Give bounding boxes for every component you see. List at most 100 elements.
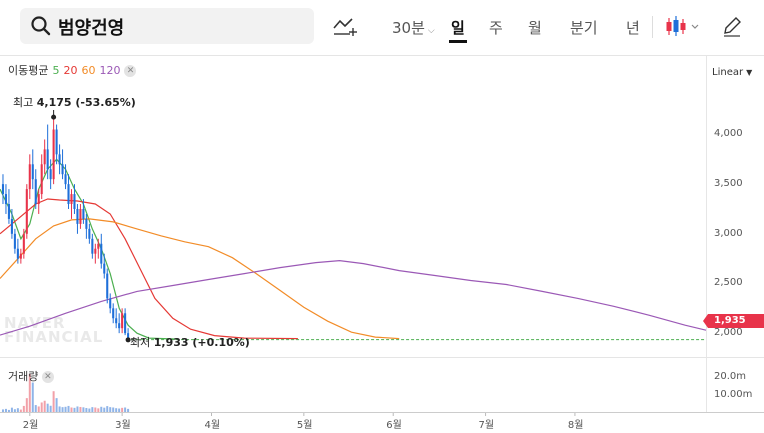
volume-bar	[13, 409, 16, 412]
price-axis-line	[706, 56, 707, 413]
candle-body	[115, 318, 118, 324]
time-tick-label: 6월	[386, 420, 402, 431]
tab-period-week[interactable]: 주	[489, 19, 503, 37]
candle-body	[127, 333, 130, 339]
volume-bar	[19, 409, 22, 412]
candle-body	[91, 238, 94, 254]
pencil-icon[interactable]	[722, 14, 742, 38]
price-tick-label: 3,500	[714, 178, 743, 190]
current-price-tag: 1,935	[703, 314, 764, 328]
high-marker-dot	[51, 114, 57, 120]
interval-select[interactable]: 30분 ⌵	[392, 17, 435, 38]
volume-bar	[46, 403, 49, 412]
candle-body	[61, 164, 64, 175]
stock-search-box[interactable]: 범양건영	[20, 8, 314, 44]
candle-body	[4, 194, 8, 205]
ma-120-label: 120	[99, 64, 121, 77]
panel-divider[interactable]	[0, 357, 764, 358]
volume-bar	[103, 407, 106, 412]
volume-bar	[112, 407, 115, 412]
volume-bar	[16, 408, 19, 412]
candle-body	[28, 164, 31, 190]
volume-bar	[40, 402, 43, 412]
chevron-down-icon: ⌵	[427, 26, 435, 36]
ma-120-line	[0, 259, 707, 336]
volume-tick-label: 10.00m	[714, 388, 753, 400]
candle-body	[73, 194, 76, 209]
candle-body	[49, 169, 52, 180]
volume-bar	[1, 409, 4, 412]
candle-body	[94, 248, 97, 254]
candle-body	[88, 228, 91, 239]
indicator-add-icon[interactable]	[332, 14, 358, 38]
volume-bar	[49, 405, 52, 412]
candle-body	[70, 194, 73, 205]
low-value: 1,933 (+0.10%)	[153, 336, 250, 349]
scale-mode-label: Linear	[712, 67, 744, 78]
volume-bar	[25, 398, 28, 412]
volume-bar	[88, 408, 91, 412]
candle-body	[79, 208, 82, 224]
candle-body	[7, 204, 10, 219]
candle-body	[52, 129, 55, 180]
tab-period-day[interactable]: 일	[449, 19, 467, 43]
tab-period-quarter[interactable]: 분기	[570, 19, 598, 37]
top-bar: 범양건영 30분 ⌵ 일 주 월 분기 년	[0, 0, 764, 56]
candle-body	[43, 149, 46, 165]
volume-bar	[73, 407, 76, 412]
ma-5-label: 5	[52, 64, 60, 77]
candle-body	[19, 253, 22, 259]
candle-body	[97, 243, 100, 249]
candle-body	[82, 208, 85, 219]
ma-5-line	[0, 158, 179, 340]
volume-bar	[64, 406, 67, 412]
time-tick-label: 4월	[204, 420, 221, 431]
volume-bar	[43, 400, 46, 412]
volume-bar	[34, 405, 37, 412]
ma-60-label: 60	[81, 64, 96, 77]
ma-legend: 이동평균 5 20 60 120 ✕	[8, 62, 140, 78]
price-chart[interactable]	[0, 56, 764, 433]
volume-bar	[7, 409, 10, 412]
volume-bar	[61, 407, 64, 412]
chevron-down-icon: ▼	[746, 68, 753, 77]
candle-body	[112, 308, 115, 319]
toolbar-divider	[652, 16, 653, 38]
candle-body	[25, 189, 28, 234]
stock-name: 범양건영	[58, 18, 125, 39]
volume-bar	[82, 407, 85, 412]
price-tick-label: 2,000	[714, 327, 743, 339]
time-tick-label: 3월	[115, 420, 131, 431]
ma-20-line	[0, 198, 298, 340]
watermark-line-2: FINANCIAL	[4, 328, 104, 346]
tab-period-month[interactable]: 월	[528, 19, 542, 37]
volume-bar	[52, 391, 55, 412]
candle-type-icon[interactable]	[664, 14, 700, 38]
candle-body	[85, 218, 88, 229]
time-tick-label: 7월	[478, 420, 495, 431]
candle-body	[55, 129, 58, 155]
candle-body	[121, 313, 124, 329]
candle-body	[124, 313, 127, 334]
volume-bar	[127, 408, 130, 412]
price-tick-label: 3,000	[714, 227, 743, 239]
high-label: 최고	[13, 96, 34, 109]
candle-body	[67, 184, 70, 205]
high-value: 4,175 (-53.65%)	[36, 96, 136, 109]
candle-body	[100, 243, 103, 264]
scale-toggle[interactable]: Linear ▼	[712, 67, 752, 78]
volume-bar	[85, 408, 88, 412]
volume-bar	[106, 406, 109, 412]
price-tick-label: 4,000	[714, 128, 743, 140]
candle-body	[118, 323, 121, 329]
volume-bar	[76, 406, 79, 412]
close-icon[interactable]: ✕	[124, 65, 137, 77]
candle-body	[31, 164, 34, 180]
close-icon[interactable]: ✕	[41, 371, 54, 383]
volume-bar	[55, 398, 58, 412]
tab-period-year[interactable]: 년	[626, 19, 640, 37]
volume-bar	[70, 407, 73, 412]
volume-legend: 거래량 ✕	[8, 368, 54, 384]
candle-body	[10, 218, 13, 234]
volume-bar	[94, 407, 97, 412]
